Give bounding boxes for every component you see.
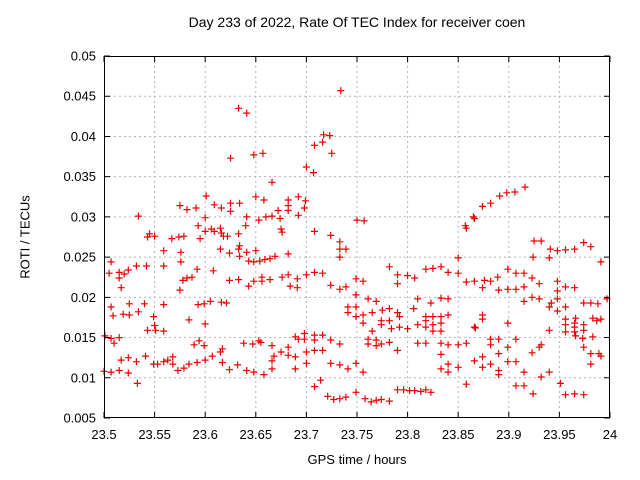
x-tick-label: 23.75: [341, 427, 374, 442]
y-tick-label: 0.05: [71, 49, 96, 64]
x-tick-label: 23.7: [294, 427, 319, 442]
y-axis-title: ROTI / TECUs: [17, 195, 33, 279]
x-tick-label: 23.95: [543, 427, 576, 442]
y-tick-label: 0.03: [71, 209, 96, 224]
x-tick-label: 23.8: [395, 427, 420, 442]
x-tick-label: 23.5: [91, 427, 116, 442]
x-axis-title: GPS time / hours: [307, 452, 407, 467]
x-tick-label: 23.65: [240, 427, 273, 442]
y-tick-label: 0.045: [63, 89, 96, 104]
y-tick-label: 0.025: [63, 250, 96, 265]
x-tick-label: 23.85: [442, 427, 475, 442]
y-tick-label: 0.015: [63, 330, 96, 345]
y-tick-label: 0.035: [63, 169, 96, 184]
y-tick-label: 0.02: [71, 290, 96, 305]
x-tick-label: 23.6: [193, 427, 218, 442]
y-tick-label: 0.01: [71, 370, 96, 385]
scatter-points: [100, 87, 611, 406]
y-tick-label: 0.005: [63, 411, 96, 426]
x-tick-label: 23.9: [496, 427, 521, 442]
chart-title: Day 233 of 2022, Rate Of TEC Index for r…: [188, 14, 526, 30]
x-tick-label: 23.55: [138, 427, 171, 442]
x-tick-label: 24: [603, 427, 617, 442]
tick-marks: [103, 55, 611, 419]
y-tick-label: 0.04: [71, 129, 96, 144]
